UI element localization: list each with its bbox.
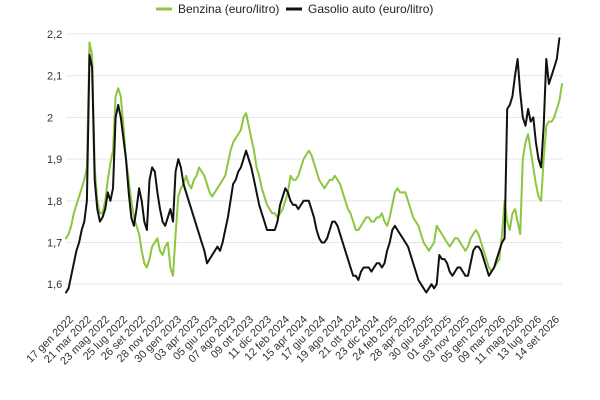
y-tick-label: 1,6: [47, 279, 62, 291]
series-line-benzina: [65, 41, 563, 277]
y-tick-label: 2,1: [47, 71, 62, 83]
y-tick-label: 2: [47, 112, 53, 124]
legend: Benzina (euro/litro) Gasolio auto (euro/l…: [156, 2, 433, 16]
y-tick-label: 1,9: [47, 154, 62, 166]
series-layer: [65, 37, 563, 294]
legend-label: Gasolio auto (euro/litro): [308, 2, 433, 16]
legend-label: Benzina (euro/litro): [178, 2, 279, 16]
y-axis: 1,6 1,7 1,8 1,9 2 2,1 2,2: [47, 29, 62, 291]
series-line-gasolio: [65, 37, 561, 294]
y-tick-label: 2,2: [47, 29, 62, 41]
y-tick-label: 1,7: [47, 237, 62, 249]
y-tick-label: 1,8: [47, 196, 62, 208]
